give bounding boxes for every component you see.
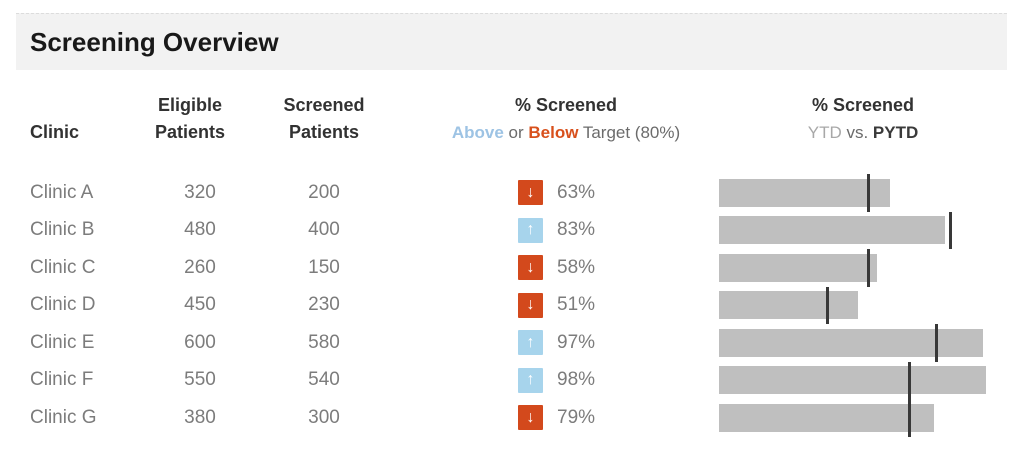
arrow-up-icon: ↑ [526,333,535,351]
ytd-vs-pytd-chart-cell [719,286,991,324]
table-row: Clinic F 550 540 ↑ 98% [0,361,1024,400]
screened-patients-value: 200 [308,181,340,203]
column-header-pct-screened-trend: % Screened YTD vs. PYTD [807,95,919,142]
ytd-bar[interactable] [719,366,986,395]
column-header-eligible-patients: Eligible Patients [154,95,226,142]
above-legend-label: Above [451,123,504,142]
trend-badge[interactable]: ↑ [518,217,543,243]
screened-patients-value: 400 [308,219,340,241]
pct-screened-value: 98% [557,369,596,391]
arrow-down-icon: ↓ [526,258,535,276]
ytd-vs-pytd-chart-cell [719,249,991,287]
pct-screened-cell: ↓ 58% [518,249,688,287]
pct-screened-value: 51% [557,294,596,316]
ytd-bar[interactable] [719,403,934,432]
pytd-label: PYTD [872,123,919,142]
pct-screened-value: 97% [557,331,596,353]
eligible-patients-value: 260 [184,256,216,278]
screened-patients-value: 580 [308,331,340,353]
pytd-reference-tick [826,286,830,324]
eligible-patients-value: 380 [184,406,216,428]
page-title: Screening Overview [30,26,279,57]
ytd-bar[interactable] [719,291,858,320]
ytd-vs-pytd-chart-cell [719,324,991,362]
trend-badge[interactable]: ↓ [518,180,543,206]
pct-screened-value: 63% [557,181,596,203]
below-legend-label: Below [528,123,579,142]
clinic-name: Clinic B [30,219,95,241]
pct-screened-cell: ↓ 79% [518,399,688,437]
trend-badge[interactable]: ↑ [518,330,543,356]
arrow-down-icon: ↓ [526,183,535,201]
pct-screened-cell: ↓ 63% [518,174,688,212]
title-band: Screening Overview [16,13,1007,70]
pct-screened-value: 79% [557,406,596,428]
screened-patients-value: 300 [308,406,340,428]
ytd-bar[interactable] [719,328,983,357]
arrow-up-icon: ↑ [526,371,535,389]
ytd-vs-pytd-chart-cell [719,174,991,212]
table-row: Clinic E 600 580 ↑ 97% [0,324,1024,362]
pytd-reference-tick [867,249,871,287]
pct-screened-cell: ↑ 83% [518,212,688,250]
arrow-up-icon: ↑ [526,221,535,239]
eligible-patients-value: 480 [184,219,216,241]
clinic-name: Clinic G [30,406,97,428]
eligible-patients-value: 600 [184,331,216,353]
screened-patients-value: 540 [308,369,340,391]
pytd-reference-tick [907,361,911,399]
table-row: Clinic B 480 400 ↑ 83% [0,211,1024,250]
ytd-bar[interactable] [719,216,945,245]
ytd-vs-pytd-chart-cell [719,399,991,437]
arrow-down-icon: ↓ [526,408,535,426]
screened-patients-value: 150 [308,256,340,278]
pytd-reference-tick [935,324,939,362]
clinic-name: Clinic C [30,256,96,278]
table-row: Clinic G 380 300 ↓ 79% [0,399,1024,437]
eligible-patients-value: 450 [184,294,216,316]
clinic-name: Clinic F [30,369,94,391]
column-header-clinic: Clinic [30,122,80,142]
ytd-label: YTD [807,123,842,142]
ytd-vs-pytd-chart-cell [719,211,991,249]
clinic-name: Clinic A [30,181,94,203]
trend-badge[interactable]: ↑ [518,367,543,393]
ytd-bar[interactable] [719,253,877,282]
table-row: Clinic A 320 200 ↓ 63% [0,174,1024,212]
arrow-down-icon: ↓ [526,296,535,314]
table-row: Clinic D 450 230 ↓ 51% [0,286,1024,325]
pct-screened-value: 58% [557,256,596,278]
pytd-reference-tick [948,211,952,249]
trend-badge[interactable]: ↓ [518,292,543,318]
eligible-patients-value: 550 [184,369,216,391]
trend-badge[interactable]: ↓ [518,405,543,431]
pct-screened-cell: ↑ 98% [518,362,688,400]
screened-patients-value: 230 [308,294,340,316]
clinic-name: Clinic E [30,331,95,353]
eligible-patients-value: 320 [184,181,216,203]
ytd-bar[interactable] [719,178,891,207]
target-label: Target (80%) [578,123,681,142]
pytd-reference-tick [907,399,911,437]
clinic-name: Clinic D [30,294,96,316]
pct-screened-value: 83% [557,219,596,241]
column-header-screened-patients: Screened Patients [283,95,365,142]
table-body: Clinic A 320 200 ↓ 63% Clinic B 480 400 … [0,174,1024,437]
pct-screened-cell: ↓ 51% [518,287,688,325]
column-header-pct-screened-target: % Screened Above or Below Target (80%) [451,95,681,142]
pct-screened-cell: ↑ 97% [518,324,688,362]
trend-badge[interactable]: ↓ [518,255,543,281]
pytd-reference-tick [867,174,871,212]
ytd-vs-pytd-chart-cell [719,361,991,399]
table-row: Clinic C 260 150 ↓ 58% [0,249,1024,287]
table-header: Clinic Eligible Patients Screened Patien… [0,92,1024,150]
